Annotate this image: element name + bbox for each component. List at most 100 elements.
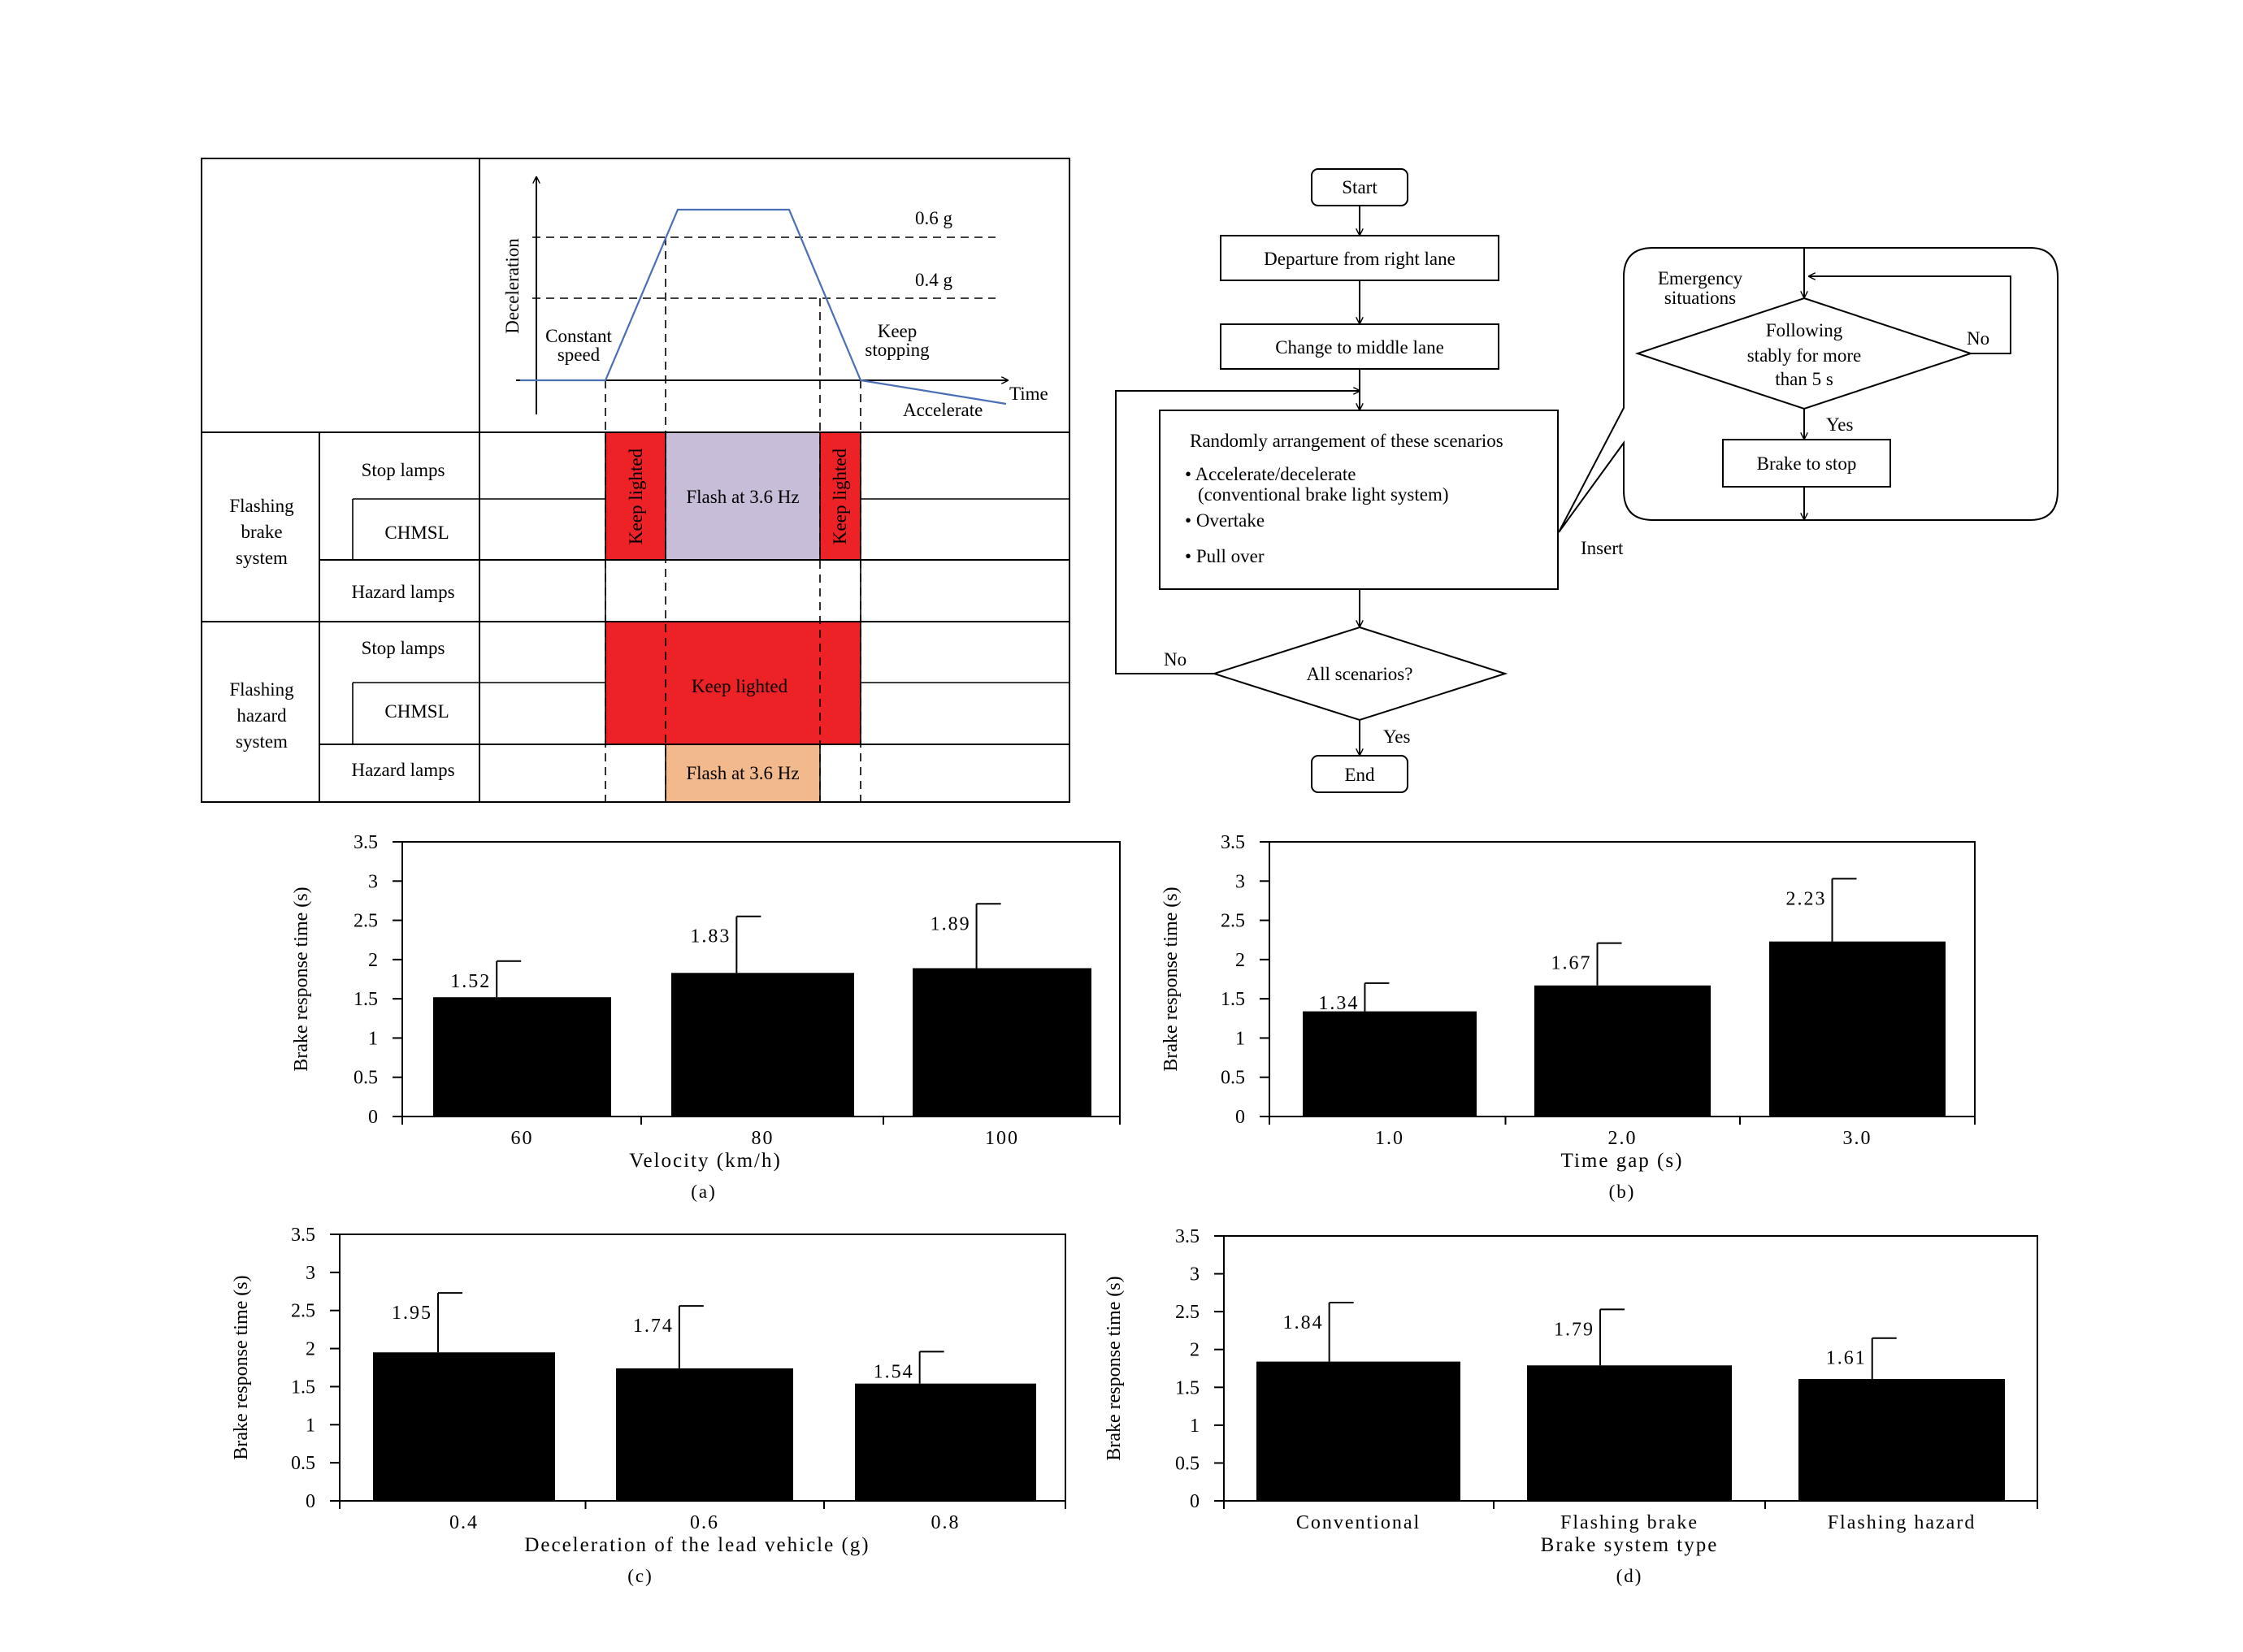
y-tick-label: 3.5: [1221, 832, 1245, 853]
bar: [433, 997, 611, 1117]
y-tick-label: 3.5: [1175, 1226, 1200, 1247]
emergency-label-2: situations: [1664, 288, 1736, 308]
y-tick-label: 2.5: [1175, 1302, 1200, 1323]
y-tick-label: 2.5: [1221, 911, 1245, 932]
category-label: 0.4: [449, 1512, 479, 1533]
y-tick-label: 2: [1235, 950, 1245, 971]
panel-label: (b): [1609, 1182, 1636, 1202]
category-label: 80: [752, 1128, 774, 1149]
y-tick-label: 3.5: [354, 832, 378, 853]
data-label: 1.61: [1826, 1348, 1867, 1369]
y-tick-label: 0: [1190, 1491, 1200, 1512]
brake-flash-fill: [666, 432, 820, 560]
category-label: Flashing brake: [1560, 1512, 1699, 1533]
bar: [616, 1368, 793, 1501]
y-axis-label: Brake response time (s): [1161, 887, 1182, 1071]
y-tick-label: 2: [306, 1339, 315, 1360]
panel-label: (a): [691, 1182, 717, 1202]
y-tick-label: 1.5: [354, 989, 378, 1010]
y-tick-label: 2.5: [354, 911, 378, 932]
bar: [913, 968, 1091, 1117]
level-low-label: 0.4 g: [915, 270, 953, 290]
brake-keep-lighted-fill-right: [820, 432, 861, 560]
phase-accel-label: Accelerate: [903, 400, 983, 420]
y-tick-label: 2: [1190, 1340, 1200, 1361]
category-label: Flashing hazard: [1828, 1512, 1976, 1533]
keep-lighted-hazard: Keep lighted: [692, 676, 788, 696]
row-hazard-lamps-1: Hazard lamps: [351, 582, 454, 602]
x-axis-label: Deceleration of the lead vehicle (g): [524, 1534, 870, 1556]
bar: [1769, 941, 1946, 1117]
data-label: 1.74: [633, 1316, 674, 1337]
y-tick-label: 0.5: [1221, 1068, 1245, 1089]
bar: [1527, 1365, 1732, 1501]
hazard-flash-fill: [666, 744, 820, 802]
y-tick-label: 1: [1235, 1028, 1245, 1049]
bar: [1534, 985, 1711, 1117]
data-label: 1.79: [1554, 1319, 1594, 1340]
start-label: Start: [1342, 177, 1377, 197]
y-tick-label: 2: [368, 950, 378, 971]
data-label: 1.83: [690, 926, 731, 947]
x-axis-label: Time gap (s): [1561, 1150, 1684, 1172]
data-label: 1.52: [450, 971, 491, 992]
phase-keep-label-1: Keep: [878, 321, 918, 341]
row-chmsl-2: CHMSL: [384, 701, 449, 722]
panel-label: (d): [1616, 1566, 1643, 1586]
phase-constant-label-2: speed: [557, 345, 601, 365]
y-tick-label: 2.5: [291, 1301, 315, 1322]
y-tick-label: 1.5: [1221, 989, 1245, 1010]
bar: [373, 1352, 555, 1501]
category-label: 60: [511, 1128, 534, 1149]
follow-label-2: stably for more: [1747, 345, 1862, 366]
y-tick-label: 0: [306, 1491, 315, 1512]
flash-label-brake: Flash at 3.6 Hz: [686, 487, 799, 507]
data-label: 1.95: [392, 1303, 432, 1324]
category-label: Conventional: [1296, 1512, 1421, 1533]
data-label: 1.67: [1551, 953, 1592, 974]
emergency-label-1: Emergency: [1658, 268, 1743, 288]
departure-label: Departure from right lane: [1264, 249, 1456, 269]
row-stop-lamps-1: Stop lamps: [362, 460, 445, 480]
change-label: Change to middle lane: [1275, 337, 1444, 358]
brake-stop-label: Brake to stop: [1757, 453, 1857, 474]
bar: [1798, 1379, 2005, 1501]
end-node: [1311, 755, 1408, 793]
chart-a: 00.511.522.533.51.52601.83801.89100Veloc…: [291, 832, 1121, 1202]
hazard-keep-lighted-fill: [605, 622, 861, 744]
bullet-1: • Accelerate/decelerate: [1185, 464, 1356, 484]
x-axis-label: Brake system type: [1541, 1534, 1719, 1556]
row-chmsl-1: CHMSL: [384, 522, 449, 543]
group2-label-1: Flashing: [229, 679, 294, 700]
group2-label-3: system: [236, 731, 288, 752]
end-label: End: [1344, 765, 1375, 785]
flowchart: [1115, 168, 2059, 793]
x-axis-label: Velocity (km/h): [629, 1150, 782, 1172]
y-tick-label: 0.5: [354, 1068, 378, 1089]
phase-keep-label-2: stopping: [865, 340, 930, 360]
group1-label-3: system: [236, 548, 288, 568]
chart-c: 0 0.5 1 1.5 2 2.5 3 3.5 1.95 0.4 1.74 0.6 1.54 0.8 Dec…: [231, 1225, 1066, 1586]
y-tick-label: 0.5: [291, 1453, 315, 1474]
category-label: 3.0: [1843, 1128, 1872, 1149]
bullet-3: • Pull over: [1185, 546, 1265, 566]
data-label: 1.89: [931, 913, 971, 934]
brake-keep-lighted-fill-left: [605, 432, 666, 560]
scenario-node: [1159, 410, 1559, 590]
category-label: 0.8: [931, 1512, 961, 1533]
yes-label: Yes: [1383, 726, 1411, 747]
y-tick-label: 0.5: [1175, 1453, 1200, 1474]
group1-label-1: Flashing: [229, 496, 294, 516]
keep-lighted-vertical-right: Keep lighted: [830, 448, 850, 544]
decision-label: All scenarios?: [1307, 664, 1413, 684]
y-tick-label: 3: [1235, 871, 1245, 892]
bullet-1-sub: (conventional brake light system): [1198, 484, 1449, 505]
y-tick-label: 1: [368, 1028, 378, 1049]
keep-lighted-vertical-left: Keep lighted: [626, 448, 646, 544]
y-axis-label: Brake response time (s): [231, 1275, 252, 1459]
level-high-label: 0.6 g: [915, 208, 953, 228]
follow-label-3: than 5 s: [1775, 369, 1833, 389]
y-tick-label: 1.5: [291, 1377, 315, 1398]
axis-x-label: Time: [1009, 384, 1048, 404]
